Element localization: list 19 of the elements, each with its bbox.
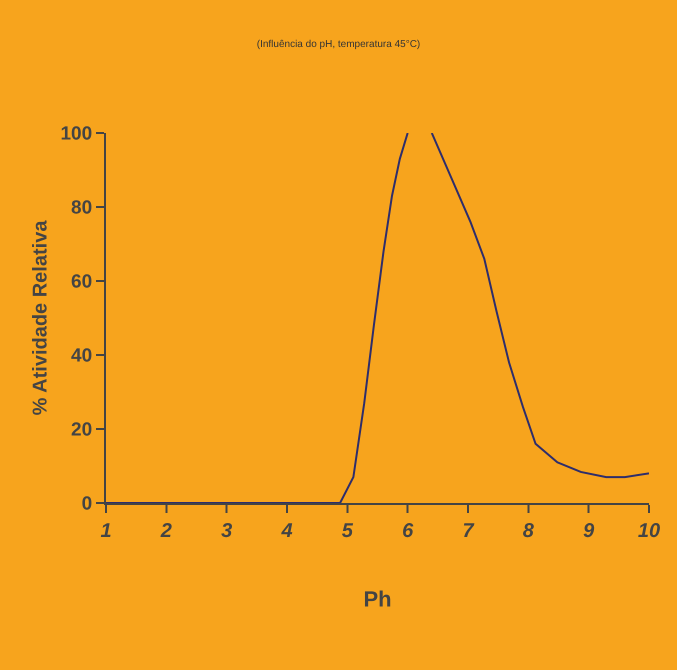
x-tick-label: 6	[402, 520, 414, 542]
x-tick-label: 2	[160, 520, 172, 542]
x-tick-label: 9	[583, 520, 596, 542]
chart-title: (Influência do pH, temperatura 45°C)	[256, 39, 420, 50]
y-tick-label: 0	[82, 494, 92, 515]
y-tick-label: 60	[71, 272, 92, 293]
x-tick-label: 7	[462, 520, 474, 542]
x-tick-label: 5	[342, 520, 354, 542]
x-axis-title: Ph	[363, 586, 392, 612]
x-tick-label: 4	[280, 520, 293, 542]
x-tick-label: 8	[522, 520, 535, 542]
y-tick-label: 100	[60, 124, 92, 145]
y-tick-label: 80	[71, 198, 92, 219]
y-tick-label: 40	[71, 346, 92, 367]
x-tick-label: 10	[638, 520, 660, 542]
y-tick-label: 20	[71, 420, 92, 441]
y-axis-title: % Atividade Relativa	[29, 220, 52, 416]
x-tick-label: 1	[100, 520, 112, 542]
x-tick-label: 3	[221, 520, 232, 542]
